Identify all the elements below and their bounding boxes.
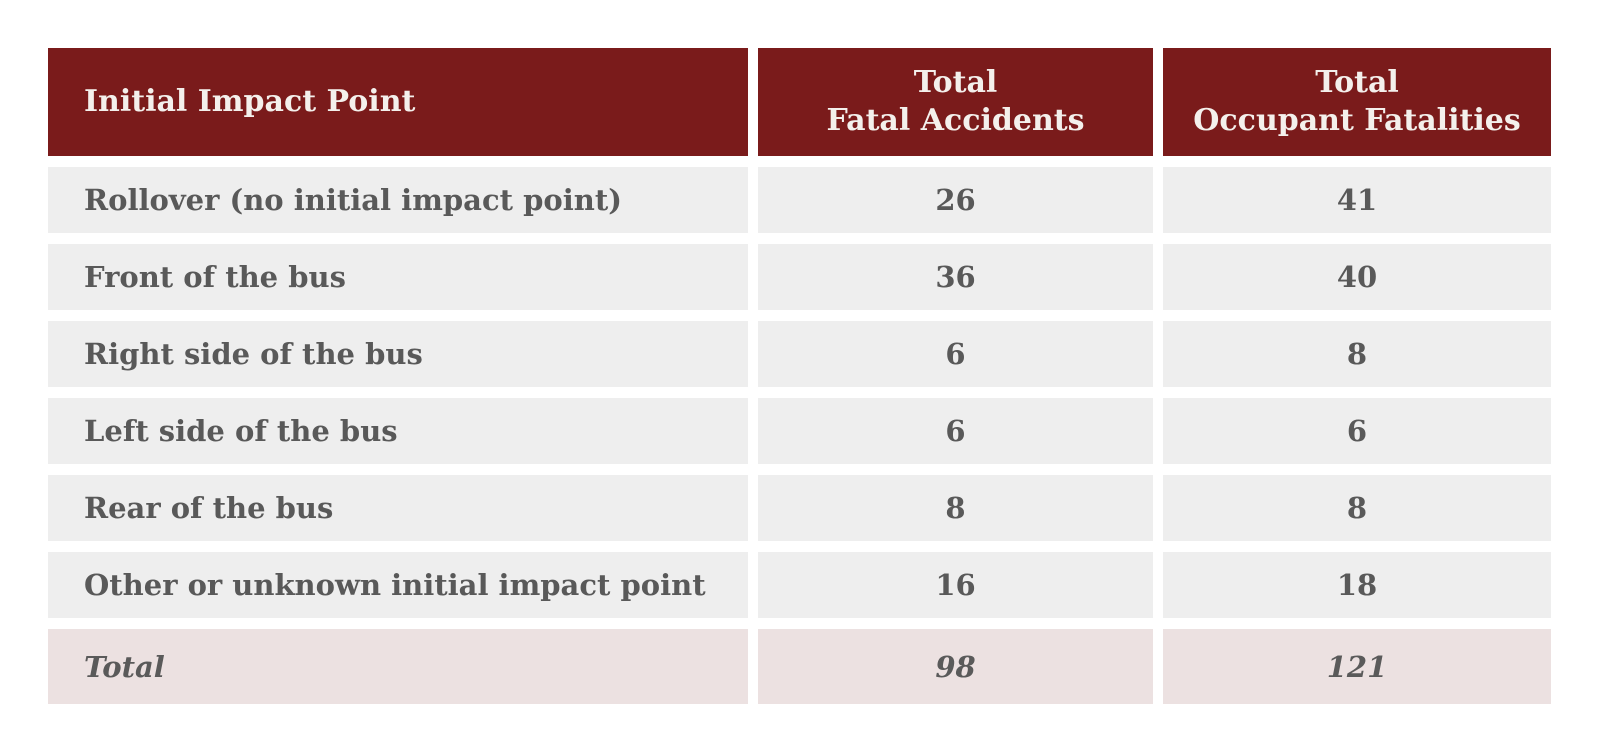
occupant-fatalities-cell: 8 — [1163, 475, 1551, 541]
col-header-line2: Fatal Accidents — [826, 103, 1085, 138]
impact-point-cell: Rollover (no initial impact point) — [48, 167, 748, 233]
impact-point-cell: Rear of the bus — [48, 475, 748, 541]
fatal-accidents-cell: 36 — [758, 244, 1153, 310]
impact-point-cell: Front of the bus — [48, 244, 748, 310]
fatal-accidents-table: Initial Impact Point Total Fatal Acciden… — [48, 48, 1551, 704]
total-occupant-fatalities-cell: 121 — [1163, 629, 1551, 704]
col-header-total-fatal-accidents: Total Fatal Accidents — [758, 48, 1153, 156]
col-header-line2: Occupant Fatalities — [1193, 103, 1521, 138]
col-header-line1: Total — [1315, 65, 1399, 101]
impact-point-cell: Right side of the bus — [48, 321, 748, 387]
fatal-accidents-cell: 6 — [758, 398, 1153, 464]
col-header-label: Initial Impact Point — [84, 84, 416, 120]
occupant-fatalities-cell: 18 — [1163, 552, 1551, 618]
fatal-accidents-cell: 16 — [758, 552, 1153, 618]
total-row-label-cell: Total — [48, 629, 748, 704]
col-header-total-occupant-fatalities: Total Occupant Fatalities — [1163, 48, 1551, 156]
occupant-fatalities-cell: 41 — [1163, 167, 1551, 233]
impact-point-cell: Left side of the bus — [48, 398, 748, 464]
occupant-fatalities-cell: 8 — [1163, 321, 1551, 387]
total-fatal-accidents-cell: 98 — [758, 629, 1153, 704]
col-header-initial-impact-point: Initial Impact Point — [48, 48, 748, 156]
fatal-accidents-cell: 6 — [758, 321, 1153, 387]
occupant-fatalities-cell: 40 — [1163, 244, 1551, 310]
col-header-line1: Total — [913, 65, 998, 101]
occupant-fatalities-cell: 6 — [1163, 398, 1551, 464]
impact-point-cell: Other or unknown initial impact point — [48, 552, 748, 618]
fatal-accidents-cell: 26 — [758, 167, 1153, 233]
fatal-accidents-cell: 8 — [758, 475, 1153, 541]
